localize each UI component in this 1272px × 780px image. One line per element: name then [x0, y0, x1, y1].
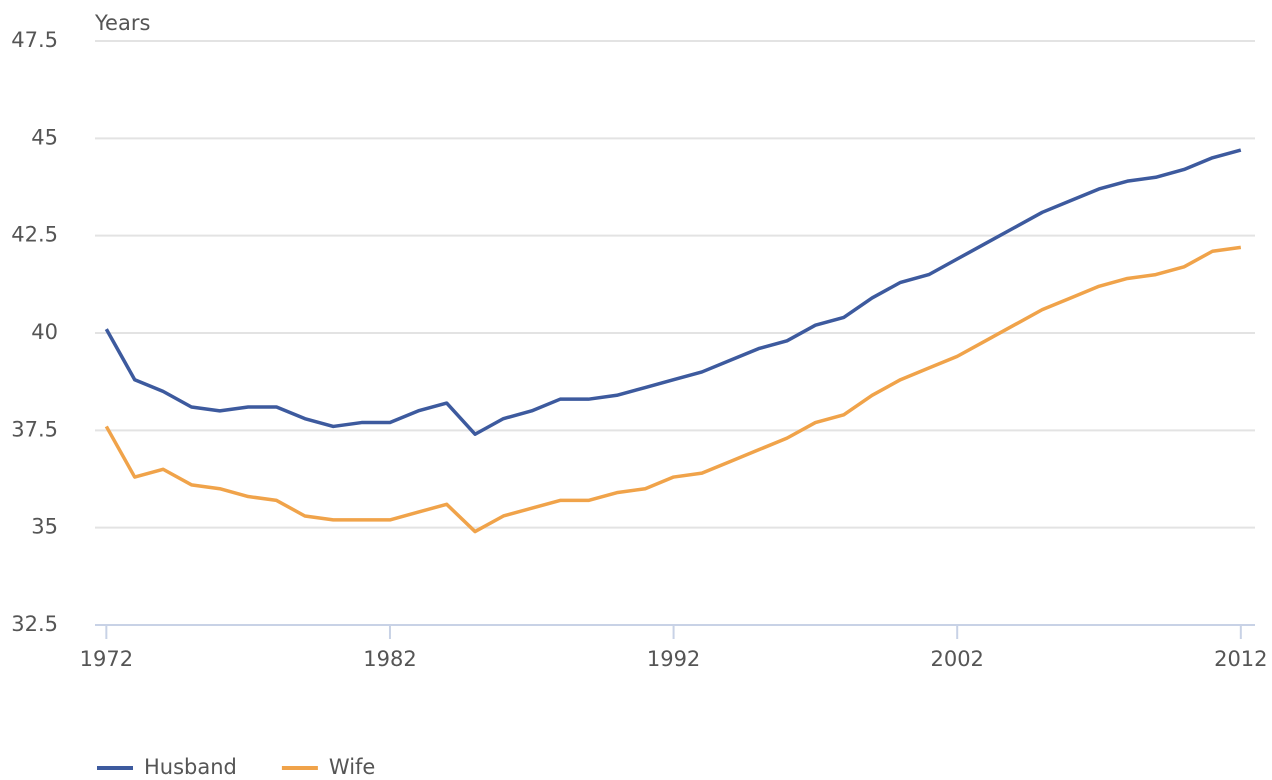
- legend-label: Wife: [329, 755, 375, 779]
- line-series: [104, 148, 1242, 436]
- y-tick-label: 37.5: [11, 417, 58, 441]
- y-tick-label: 40: [31, 320, 58, 344]
- y-tick-label: 47.5: [11, 28, 58, 52]
- legend-label: Husband: [144, 755, 237, 779]
- y-tick-label: 32.5: [11, 612, 58, 636]
- line-series: [104, 245, 1242, 534]
- y-tick-label: 42.5: [11, 223, 58, 247]
- x-tick-label: 2002: [930, 647, 983, 671]
- x-tick-label: 1972: [80, 647, 133, 671]
- y-axis-label: Years: [94, 11, 150, 35]
- x-tick-label: 2012: [1214, 647, 1267, 671]
- y-tick-label: 45: [31, 125, 58, 149]
- x-tick-label: 1982: [363, 647, 416, 671]
- y-tick-label: 35: [31, 515, 58, 539]
- x-tick-label: 1992: [647, 647, 700, 671]
